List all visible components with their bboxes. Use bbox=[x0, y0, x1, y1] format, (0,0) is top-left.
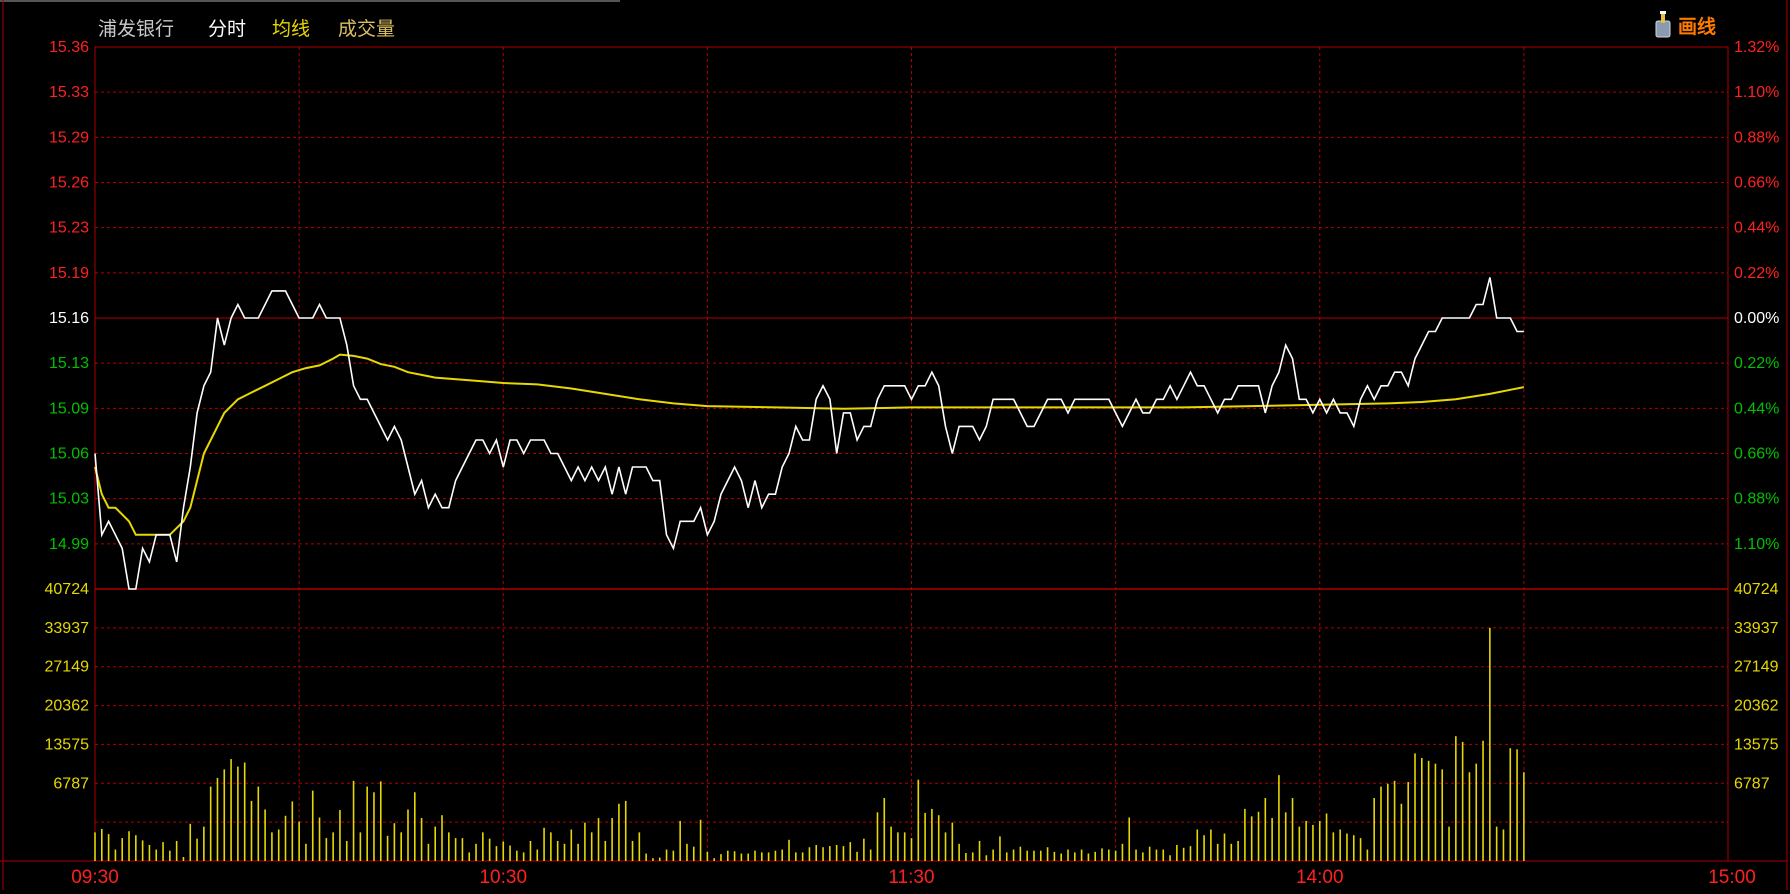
percent-tick-label: 0.88% bbox=[1734, 129, 1779, 146]
tab-volume[interactable]: 成交量 bbox=[338, 18, 396, 40]
price-tick-label: 15.06 bbox=[49, 446, 89, 463]
price-tick-label: 15.03 bbox=[49, 491, 89, 508]
percent-tick-label: 0.44% bbox=[1734, 400, 1779, 417]
percent-tick-label: 0.22% bbox=[1734, 265, 1779, 282]
volume-tick-label: 40724 bbox=[45, 581, 90, 598]
stock-title: 浦发银行 bbox=[98, 18, 175, 40]
price-tick-label: 15.23 bbox=[49, 220, 89, 237]
tab-intraday[interactable]: 分时 bbox=[208, 18, 247, 40]
volume-tick-label-right: 6787 bbox=[1734, 775, 1770, 792]
percent-tick-label: 0.22% bbox=[1734, 355, 1779, 372]
time-tick-label: 10:30 bbox=[479, 867, 527, 888]
percent-tick-label: 1.10% bbox=[1734, 536, 1779, 553]
percent-tick-label: 0.66% bbox=[1734, 446, 1779, 463]
volume-tick-label: 27149 bbox=[45, 659, 90, 676]
time-tick-label: 14:00 bbox=[1296, 867, 1344, 888]
percent-tick-label: 0.00% bbox=[1734, 310, 1779, 327]
price-tick-label: 14.99 bbox=[49, 536, 89, 553]
tab-average-line[interactable]: 均线 bbox=[272, 18, 311, 40]
draw-line-label: 画线 bbox=[1678, 15, 1717, 38]
paint-brush-icon bbox=[1655, 11, 1671, 38]
volume-tick-label-right: 13575 bbox=[1734, 736, 1779, 753]
price-tick-label: 15.13 bbox=[49, 355, 89, 372]
volume-tick-label: 13575 bbox=[45, 736, 90, 753]
percent-tick-label: 1.32% bbox=[1734, 39, 1779, 56]
volume-tick-label: 33937 bbox=[45, 620, 90, 637]
draw-line-button[interactable]: 画线 bbox=[1652, 10, 1716, 40]
time-tick-label: 15:00 bbox=[1708, 867, 1756, 888]
percent-tick-label: 0.66% bbox=[1734, 175, 1779, 192]
time-tick-label: 09:30 bbox=[71, 867, 119, 888]
percent-tick-label: 0.88% bbox=[1734, 491, 1779, 508]
volume-tick-label: 6787 bbox=[53, 775, 89, 792]
volume-tick-label-right: 20362 bbox=[1734, 698, 1779, 715]
volume-tick-label: 20362 bbox=[45, 698, 90, 715]
price-tick-label: 15.33 bbox=[49, 84, 89, 101]
time-tick-label: 11:30 bbox=[888, 867, 934, 888]
price-tick-label: 15.19 bbox=[49, 265, 89, 282]
price-tick-label: 15.16 bbox=[49, 310, 89, 327]
price-tick-label: 15.29 bbox=[49, 129, 89, 146]
volume-tick-label-right: 40724 bbox=[1734, 581, 1779, 598]
price-tick-label: 15.26 bbox=[49, 175, 89, 192]
price-tick-label: 15.36 bbox=[49, 39, 89, 56]
price-tick-label: 15.09 bbox=[49, 400, 89, 417]
percent-tick-label: 0.44% bbox=[1734, 220, 1779, 237]
price-line bbox=[94, 277, 1524, 590]
percent-tick-label: 1.10% bbox=[1734, 84, 1779, 101]
volume-tick-label-right: 27149 bbox=[1734, 659, 1779, 676]
average-price-line bbox=[94, 353, 1525, 536]
volume-tick-label-right: 33937 bbox=[1734, 620, 1779, 637]
